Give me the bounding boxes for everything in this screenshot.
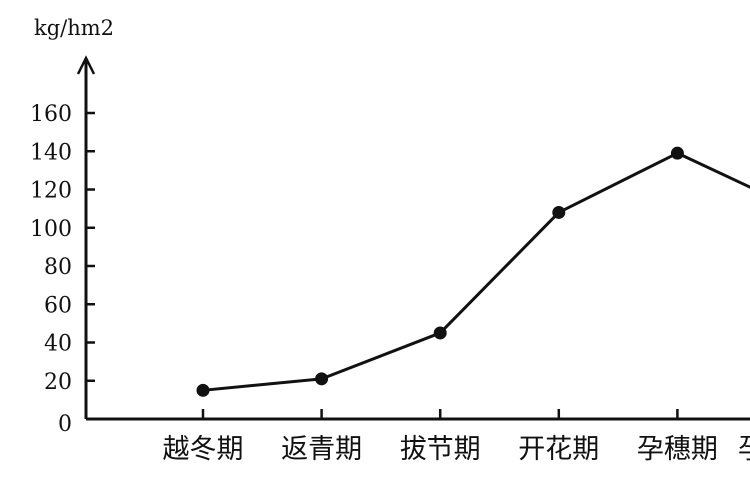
- y-ticks: 0 20 40 60 80 100 120 140 160: [30, 102, 95, 437]
- y-tick-label: 100: [30, 217, 72, 242]
- y-tick-label: 120: [30, 179, 72, 204]
- data-point: [552, 205, 566, 219]
- y-tick-label: 60: [44, 293, 72, 318]
- x-tick-label: 孕: [738, 434, 750, 465]
- y-tick-label: 140: [30, 140, 72, 165]
- data-point: [196, 383, 210, 397]
- x-tick-label: 越冬期: [163, 434, 244, 465]
- data-points: [196, 146, 684, 397]
- y-tick-label: 40: [44, 332, 72, 357]
- y-tick-label: 20: [44, 370, 72, 395]
- y-tick-label: 160: [30, 102, 72, 127]
- x-tick-label: 拔节期: [400, 434, 481, 465]
- x-tick-label: 孕穗期: [637, 434, 718, 465]
- y-axis-unit-label: kg/hm2: [34, 16, 114, 40]
- data-point: [315, 372, 329, 386]
- data-point: [670, 146, 684, 160]
- x-ticks: 越冬期 返青期 拔节期 开花期 孕穗期孕: [163, 409, 750, 465]
- y-axis-arrow-icon: [76, 55, 96, 75]
- series-line-group: [202, 151, 750, 392]
- x-tick-label: 开花期: [518, 434, 599, 465]
- chart-axes: [76, 55, 750, 421]
- data-point: [433, 326, 447, 340]
- series-line: [202, 151, 750, 392]
- y-tick-label: 0: [58, 412, 72, 437]
- y-tick-label: 80: [44, 255, 72, 280]
- x-tick-label: 返青期: [281, 434, 362, 465]
